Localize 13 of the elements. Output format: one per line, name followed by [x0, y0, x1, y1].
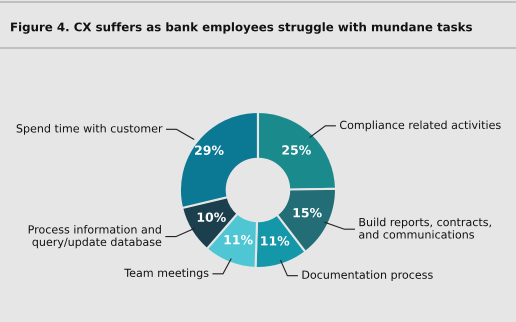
- data-label: 29%: [195, 145, 224, 155]
- slice-label: Build reports, contracts, and communications: [359, 218, 491, 239]
- slice-label: Process information and query/update database: [28, 225, 162, 248]
- data-label: 25%: [282, 145, 311, 155]
- data-label: 15%: [294, 208, 322, 218]
- slice-label: Documentation process: [302, 270, 433, 282]
- slice-label: Spend time with customer: [16, 124, 163, 135]
- slice-label: Compliance related activities: [340, 120, 501, 132]
- data-label: 11%: [224, 235, 253, 244]
- data-label: 11%: [261, 236, 290, 246]
- slice-label: Team meetings: [124, 268, 208, 280]
- data-label: 10%: [198, 212, 226, 222]
- chart-title: Figure 4. CX suffers as bank employees struggle with mundane tasks: [11, 22, 472, 34]
